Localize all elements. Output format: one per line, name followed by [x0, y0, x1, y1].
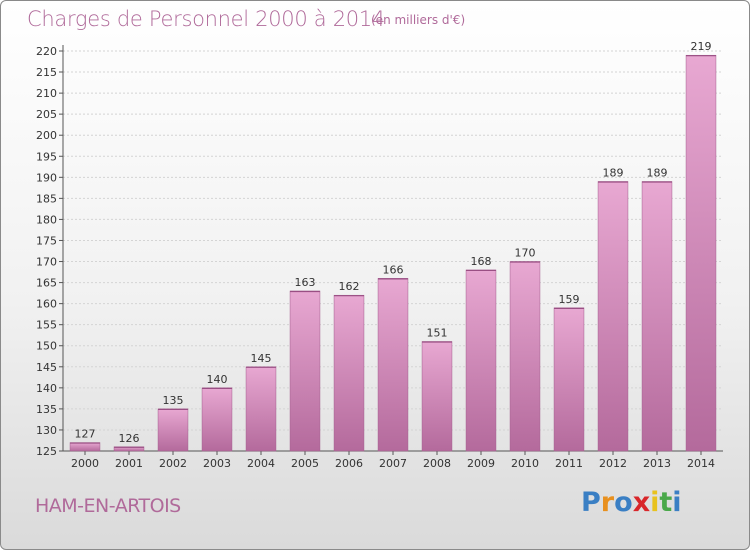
y-tick-label: 185	[36, 192, 57, 205]
y-tick-label: 205	[36, 108, 57, 121]
value-label-2010: 170	[515, 247, 536, 260]
x-tick-label-2011: 2011	[555, 457, 583, 470]
y-tick-label: 175	[36, 234, 57, 247]
x-tick-label-2005: 2005	[291, 457, 319, 470]
y-tick-label: 125	[36, 445, 57, 458]
value-label-2000: 127	[75, 428, 96, 441]
bar-2014	[685, 54, 717, 452]
x-tick-label-2014: 2014	[687, 457, 715, 470]
logo-letter: i	[650, 487, 660, 518]
value-label-2007: 166	[383, 263, 404, 276]
logo-letter: P	[581, 487, 601, 518]
logo-letter: i	[672, 487, 682, 518]
bar-2009	[465, 269, 497, 452]
bar-2003	[201, 387, 233, 452]
bar-2007	[377, 278, 409, 452]
value-label-2005: 163	[295, 276, 316, 289]
x-tick-label-2007: 2007	[379, 457, 407, 470]
logo-letter: t	[659, 487, 673, 518]
x-tick-label-2009: 2009	[467, 457, 495, 470]
x-tick-label-2012: 2012	[599, 457, 627, 470]
value-label-2001: 126	[119, 432, 140, 445]
bar-2005	[289, 290, 321, 452]
value-label-2011: 159	[559, 293, 580, 306]
y-tick-label: 165	[36, 277, 57, 290]
y-tick-label: 190	[36, 171, 57, 184]
logo-letter: o	[614, 487, 633, 518]
x-tick-label-2013: 2013	[643, 457, 671, 470]
x-tick-label-2004: 2004	[247, 457, 275, 470]
y-tick-label: 150	[36, 340, 57, 353]
x-tick-label-2006: 2006	[335, 457, 363, 470]
bar-2013	[641, 181, 673, 452]
x-tick-label-2003: 2003	[203, 457, 231, 470]
y-tick-label: 215	[36, 66, 57, 79]
value-label-2012: 189	[603, 167, 624, 180]
value-label-2008: 151	[427, 327, 448, 340]
y-tick-label: 130	[36, 424, 57, 437]
y-tick-label: 155	[36, 319, 57, 332]
value-label-2002: 135	[163, 394, 184, 407]
value-label-2004: 145	[251, 352, 272, 365]
x-tick-label-2008: 2008	[423, 457, 451, 470]
bar-2006	[333, 294, 365, 452]
bar-2008	[421, 341, 453, 452]
bar-2012	[597, 181, 629, 452]
y-tick-label: 170	[36, 256, 57, 269]
city-name: HAM-EN-ARTOIS	[35, 495, 181, 517]
value-label-2013: 189	[647, 167, 668, 180]
y-tick-label: 220	[36, 45, 57, 58]
labels: 125 130 135 140 145 150 155 160 165 170 175 180 185 1…	[36, 40, 715, 470]
value-label-2014: 219	[691, 40, 712, 53]
bar-2010	[509, 261, 541, 452]
x-tick-label-2000: 2000	[71, 457, 99, 470]
value-label-2006: 162	[339, 280, 360, 293]
logo-letter: x	[632, 487, 651, 518]
y-tick-label: 135	[36, 403, 57, 416]
bar-2004	[245, 366, 277, 452]
value-label-2003: 140	[207, 373, 228, 386]
x-tick-label-2002: 2002	[159, 457, 187, 470]
y-tick-label: 200	[36, 129, 57, 142]
y-tick-label: 160	[36, 298, 57, 311]
y-tick-label: 145	[36, 361, 57, 374]
x-tick-label-2010: 2010	[511, 457, 539, 470]
x-tick-label-2001: 2001	[115, 457, 143, 470]
bar-2002	[157, 408, 189, 452]
chart-title: Charges de Personnel 2000 à 2014	[27, 7, 385, 31]
proxiti-logo: Proxiti	[581, 487, 682, 518]
y-tick-label: 180	[36, 213, 57, 226]
y-tick-label: 195	[36, 150, 57, 163]
y-tick-label: 140	[36, 382, 57, 395]
chart-subtitle: (en milliers d'€)	[371, 13, 466, 27]
bar-2000	[69, 442, 101, 452]
y-tick-label: 210	[36, 87, 57, 100]
value-label-2009: 168	[471, 255, 492, 268]
bar-2011	[553, 307, 585, 452]
bars	[69, 54, 717, 452]
logo-letter: r	[600, 487, 615, 518]
